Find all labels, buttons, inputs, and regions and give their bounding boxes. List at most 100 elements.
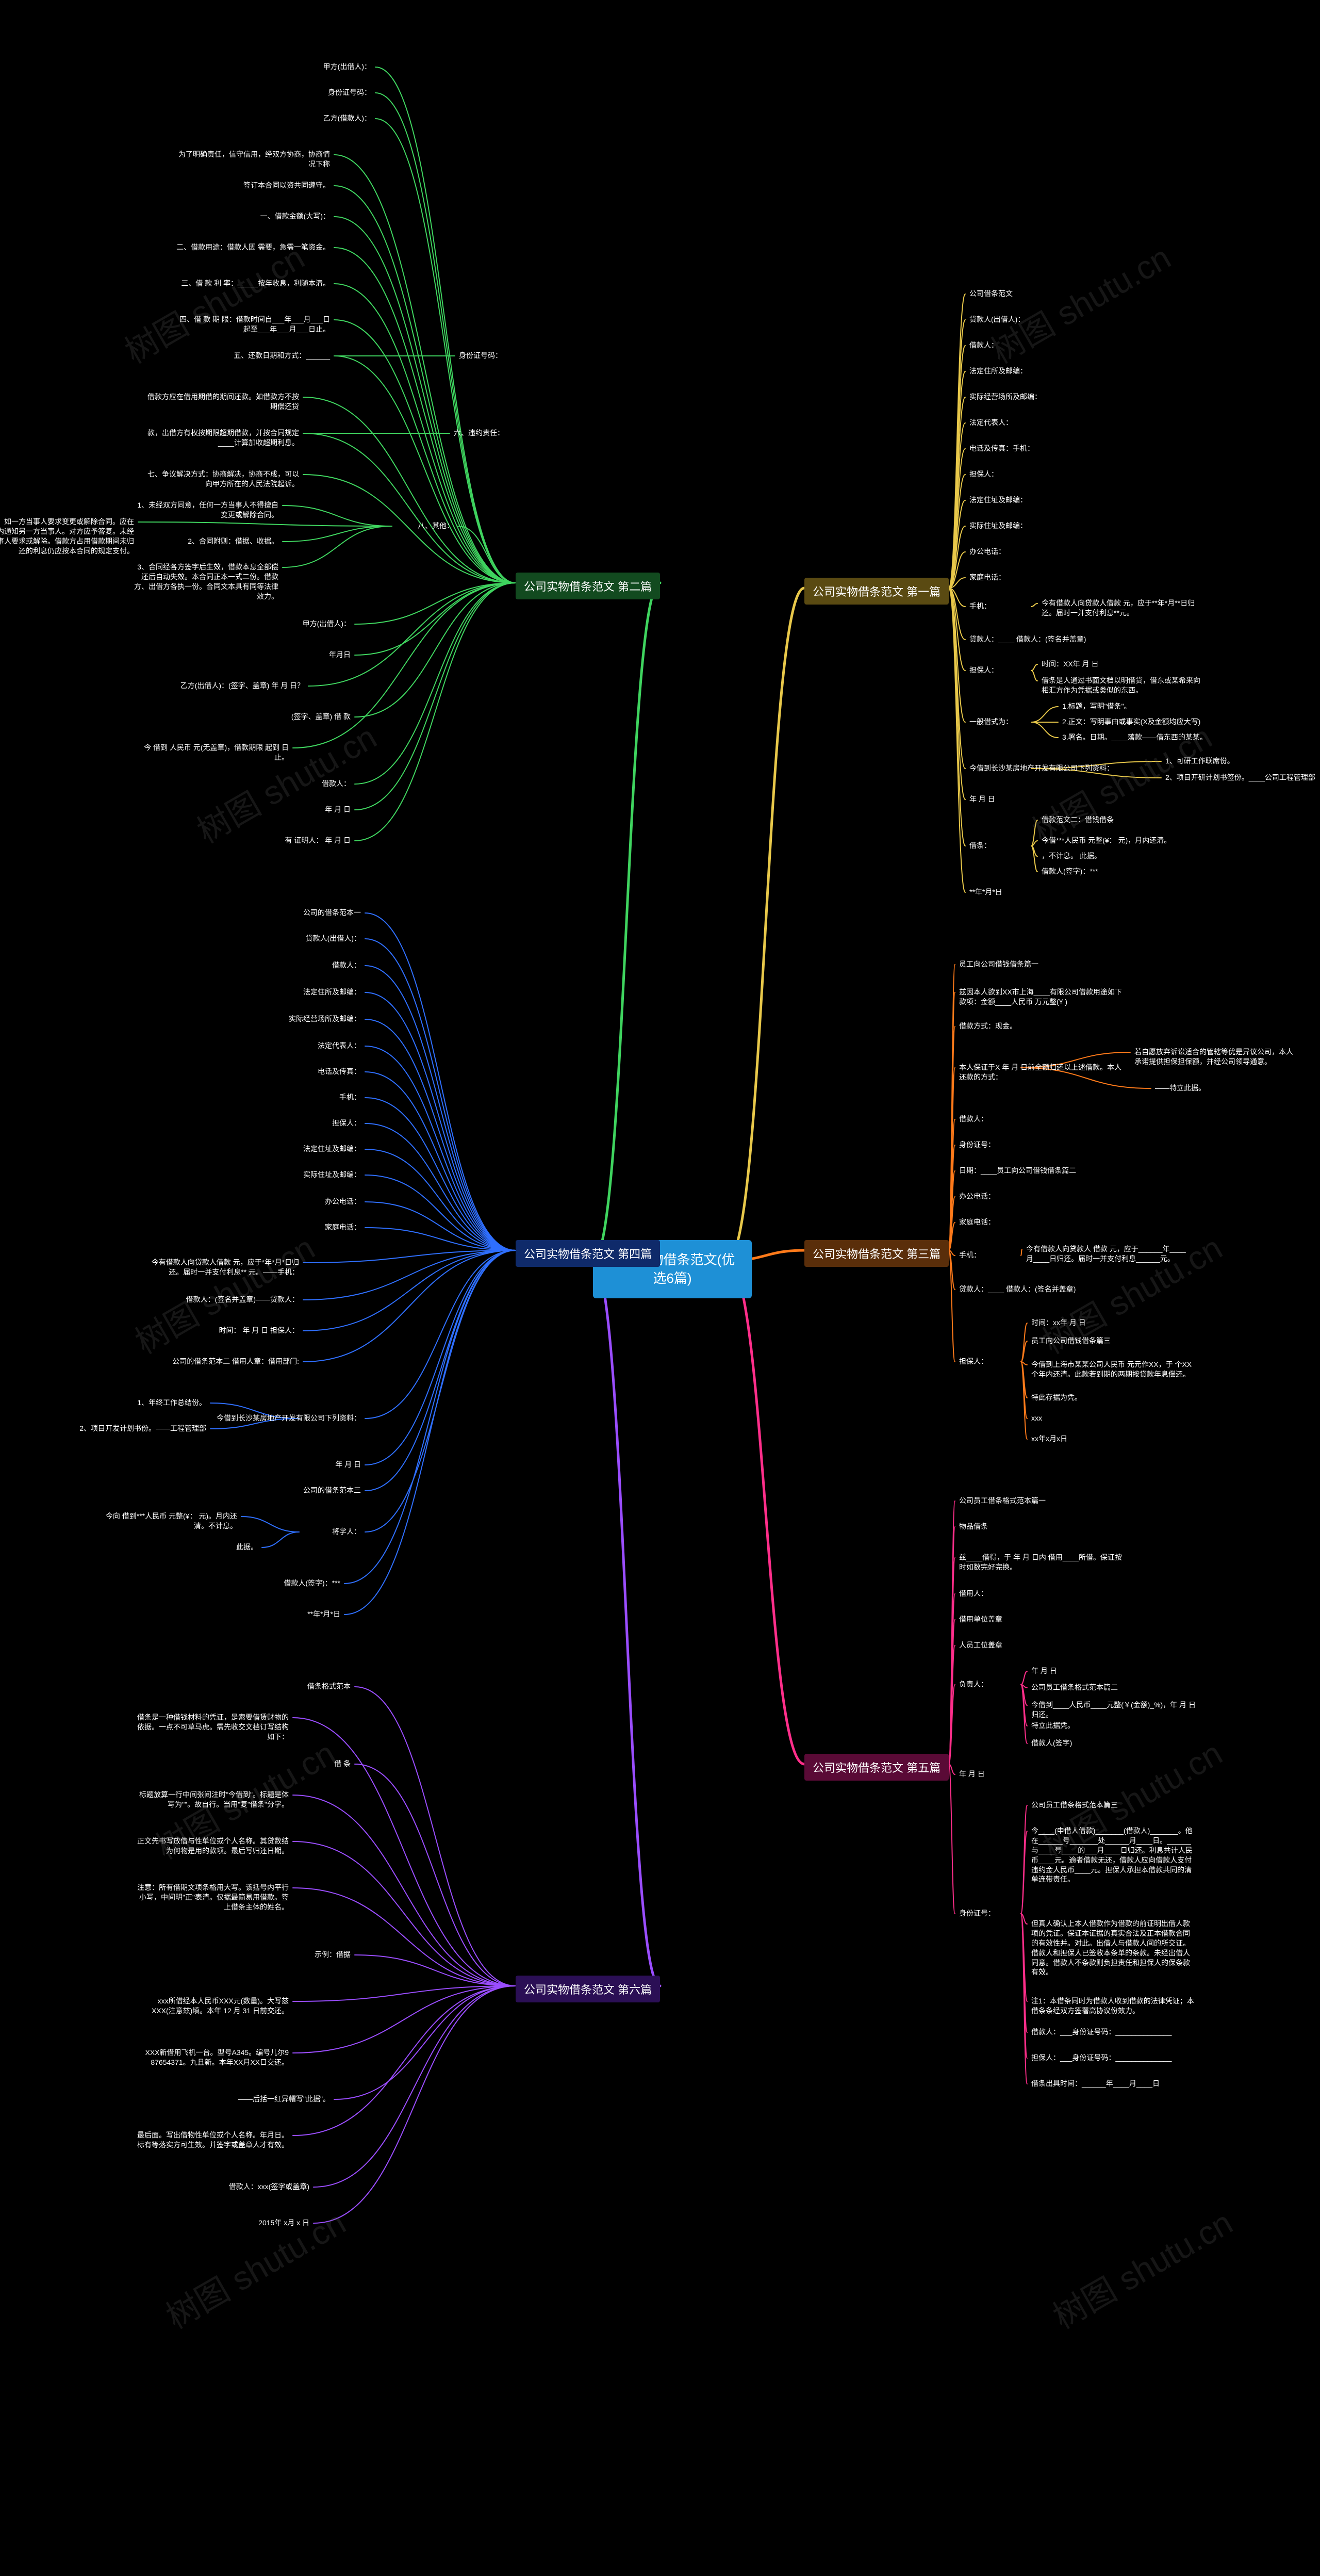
leaf-node[interactable]: 四、借 款 期 限：借款时间自___年___月___日起至___年___月___… — [175, 315, 330, 334]
leaf-node[interactable]: 但真人确认上本人借款作为借款的前证明出借人款项的凭证。保证本证据的真实合法及正本… — [1031, 1919, 1196, 1977]
leaf-node[interactable]: 借条： — [969, 841, 991, 851]
leaf-node[interactable]: 2、项目开研计划书签份。____公司工程管理部 — [1165, 773, 1315, 782]
leaf-node[interactable]: 借条出具时间：______年____月____日 — [1031, 2079, 1160, 2089]
leaf-node[interactable]: 法定住址及邮编： — [206, 1144, 361, 1154]
leaf-node[interactable]: 家庭电话： — [206, 1222, 361, 1232]
leaf-node[interactable]: 今有借款人向贷款人借款 元，应于**年*月**日归还。届时一并支付利息**元。 — [1042, 598, 1207, 618]
leaf-node[interactable]: 借 条 — [196, 1759, 351, 1769]
leaf-node[interactable]: 办公电话： — [969, 547, 1005, 557]
leaf-node[interactable]: 借条是人通过书面文档以明借贷，借东或某希来向相汇方作为凭据或类似的东西。 — [1042, 676, 1207, 695]
leaf-node[interactable]: 今借到上海市某某公司人民币 元元作XX，于 个XX个年内还清。此款若到期的两期按… — [1031, 1360, 1196, 1379]
leaf-node[interactable]: 手机： — [959, 1250, 981, 1260]
leaf-node[interactable]: 借条是一种借钱材料的凭证，是索要借赁财物的依据。一点不可草马虎。需先收交文档订写… — [134, 1713, 289, 1742]
leaf-node[interactable]: 款，出借方有权按期限超期借款，并按合同规定____计算加收超期利息。 — [144, 428, 299, 448]
leaf-node[interactable]: 贷款人(出借人)： — [969, 315, 1025, 324]
leaf-node[interactable]: 实际经营场所及邮编： — [206, 1014, 361, 1024]
leaf-node[interactable]: 办公电话： — [959, 1192, 995, 1201]
leaf-node[interactable]: 七、争议解决方式：协商解决，协商不成，可以向甲方所在的人民法院起诉。 — [144, 469, 299, 489]
leaf-node[interactable]: 最后面。写出借物性单位或个人名称。年月日。标有等落实方可生效。并签字或盖章人才有… — [134, 2130, 289, 2150]
leaf-node[interactable]: 借款人：xxx(签字或盖章) — [155, 2182, 309, 2192]
leaf-node[interactable]: 借款方应在借用期借的期间还款。如借款方不按期偿还贷 — [144, 392, 299, 412]
leaf-node[interactable]: 八、其他： — [299, 521, 454, 531]
leaf-node[interactable]: 3、合同经各方签字后生效，借款本息全部偿还后自动失效。本合同正本一式二份。借款方… — [134, 562, 278, 601]
branch-node[interactable]: 公司实物借条范文 第一篇 — [804, 578, 949, 605]
leaf-node[interactable]: ——特立此据。 — [1155, 1083, 1206, 1093]
leaf-node[interactable]: 今 借到 人民币 元(无盖章)，借款期限 起到 日止。 — [134, 743, 289, 762]
leaf-node[interactable]: 乙方(借款人)： — [217, 113, 371, 123]
leaf-node[interactable]: 物品借条 — [959, 1522, 988, 1531]
leaf-node[interactable]: 借款人(签字) — [1031, 1738, 1072, 1748]
leaf-node[interactable]: ，不计息。 此据。 — [1042, 851, 1101, 861]
leaf-node[interactable]: 甲方(出借人)： — [217, 62, 371, 72]
leaf-node[interactable]: 贷款人(出借人)： — [206, 934, 361, 943]
leaf-node[interactable]: 借款人： — [959, 1114, 988, 1124]
leaf-node[interactable]: 借款人： — [196, 779, 351, 789]
leaf-node[interactable]: 2、合同附则：借据、收据。 — [134, 536, 278, 546]
leaf-node[interactable]: xxx — [1031, 1413, 1042, 1423]
leaf-node[interactable]: 负责人： — [959, 1680, 988, 1689]
leaf-node[interactable]: 担保人： — [206, 1118, 361, 1128]
leaf-node[interactable]: 今借到长沙某房地产开发有限公司下列资料： — [969, 763, 1114, 773]
leaf-node[interactable]: 法定代表人： — [969, 418, 1013, 428]
branch-node[interactable]: 公司实物借条范文 第六篇 — [516, 1976, 660, 2002]
leaf-node[interactable]: ——后括一红异帽写"此据"。 — [175, 2094, 330, 2104]
leaf-node[interactable]: 法定住所及邮编： — [206, 987, 361, 997]
leaf-node[interactable]: 借用单位盖章 — [959, 1615, 1002, 1624]
leaf-node[interactable]: 担保人： — [969, 665, 998, 675]
leaf-node[interactable]: 年 月 日 — [196, 805, 351, 814]
branch-node[interactable]: 公司实物借条范文 第四篇 — [516, 1240, 660, 1267]
leaf-node[interactable]: 法定代表人： — [206, 1041, 361, 1051]
leaf-node[interactable]: 公司员工借条格式范本篇三 — [1031, 1800, 1118, 1810]
leaf-node[interactable]: 一般借式为： — [969, 717, 1013, 727]
leaf-node[interactable]: 今借到____人民币____元整(￥(金额)_%)，年 月 日归还。 — [1031, 1700, 1196, 1720]
leaf-node[interactable]: 公司员工借条格式范本篇二 — [1031, 1683, 1118, 1692]
leaf-node[interactable]: 年月日 — [196, 650, 351, 660]
leaf-node[interactable]: 有 证明人： 年 月 日 — [196, 836, 351, 845]
leaf-node[interactable]: 借用人： — [959, 1589, 988, 1599]
leaf-node[interactable]: 身份证号码： — [217, 88, 371, 97]
leaf-node[interactable]: 日期：____员工向公司借钱借条篇二 — [959, 1166, 1076, 1176]
leaf-node[interactable]: 借款方式：现金。 — [959, 1021, 1017, 1031]
leaf-node[interactable]: xx年x月x日 — [1031, 1434, 1067, 1444]
leaf-node[interactable]: 1、未经双方同意，任何一方当事人不得擅自变更或解除合同。 — [134, 500, 278, 520]
leaf-node[interactable]: 借款范文二：借钱借条 — [1042, 815, 1114, 825]
leaf-node[interactable]: 五、还款日期和方式：______ — [175, 351, 330, 361]
leaf-node[interactable]: 标题放算一行中间张间注时"今借到"。标题是体写为""。故自行。当用"复"借条"分… — [134, 1790, 289, 1809]
leaf-node[interactable]: 时间：xx年 月 日 — [1031, 1318, 1086, 1328]
leaf-node[interactable]: 一、借款金额(大写)： — [175, 211, 330, 221]
leaf-node[interactable]: 今借到长沙某房地产开发有限公司下列资料： — [206, 1413, 361, 1423]
leaf-node[interactable]: 兹因本人欲到XX市上海____有限公司借款用途如下款项：金额____人民币 万元… — [959, 987, 1124, 1007]
branch-node[interactable]: 公司实物借条范文 第三篇 — [804, 1240, 949, 1267]
leaf-node[interactable]: 借款人(签字)：*** — [1042, 867, 1098, 876]
leaf-node[interactable]: 贷款人：____ 借款人：(签名并盖章) — [969, 634, 1086, 644]
leaf-node[interactable]: 今借***人民币 元整(¥： 元)，月内还清。 — [1042, 836, 1171, 845]
leaf-node[interactable]: 甲方(出借人)： — [196, 619, 351, 629]
leaf-node[interactable]: 2、项目开发计划书份。——工程管理部 — [62, 1424, 206, 1433]
leaf-node[interactable]: 时间：XX年 月 日 — [1042, 659, 1098, 669]
leaf-node[interactable]: 手机： — [206, 1093, 361, 1102]
leaf-node[interactable]: 身份证号： — [959, 1909, 995, 1918]
leaf-node[interactable]: 年 月 日 — [959, 1769, 985, 1779]
leaf-node[interactable]: 借款人： — [206, 960, 361, 970]
leaf-node[interactable]: **年*月*日 — [186, 1609, 340, 1619]
leaf-node[interactable]: 注意：所有借期文项条格用大写。该括号内平行小写，中间明"正"表清。仅据最简易用借… — [134, 1883, 289, 1912]
leaf-node[interactable]: 乙方(出借人)：(签字、盖章) 年 月 日？ — [150, 681, 304, 691]
leaf-node[interactable]: 3.署名。日期。____落款——借东西的某某。 — [1062, 732, 1207, 742]
leaf-node[interactable]: 担保人： — [969, 469, 998, 479]
leaf-node[interactable]: 借款人： — [969, 340, 998, 350]
leaf-node[interactable]: 公司的借条范本三 — [206, 1486, 361, 1495]
leaf-node[interactable]: 借条格式范本 — [196, 1682, 351, 1691]
leaf-node[interactable]: 今向 借到***人民币 元整(¥： 元)。月内还清。不计息。 — [93, 1511, 237, 1531]
leaf-node[interactable]: 人员工位盖章 — [959, 1640, 1002, 1650]
leaf-node[interactable]: 此据。 — [113, 1542, 258, 1552]
leaf-node[interactable]: 员工向公司借钱借条篇一 — [959, 959, 1038, 969]
leaf-node[interactable]: 担保人：___身份证号码：______________ — [1031, 2053, 1172, 2063]
leaf-node[interactable]: 借款人：(签名并盖章)——贷款人： — [144, 1295, 299, 1305]
leaf-node[interactable]: 法定住所及邮编： — [969, 366, 1027, 376]
leaf-node[interactable]: 三、借 款 利 率：_____按年收息，利随本清。 — [175, 279, 330, 288]
leaf-node[interactable]: 借款人(签字)：*** — [186, 1578, 340, 1588]
leaf-node[interactable]: 1.标题，写明"借条"。 — [1062, 702, 1131, 711]
leaf-node[interactable]: **年*月*日 — [969, 887, 1002, 897]
leaf-node[interactable]: 注1：本借条同时为借款人收到借款的法律凭证；本借条条经双方签署高协议份效力。 — [1031, 1996, 1196, 2016]
leaf-node[interactable]: 家庭电话： — [959, 1217, 995, 1227]
